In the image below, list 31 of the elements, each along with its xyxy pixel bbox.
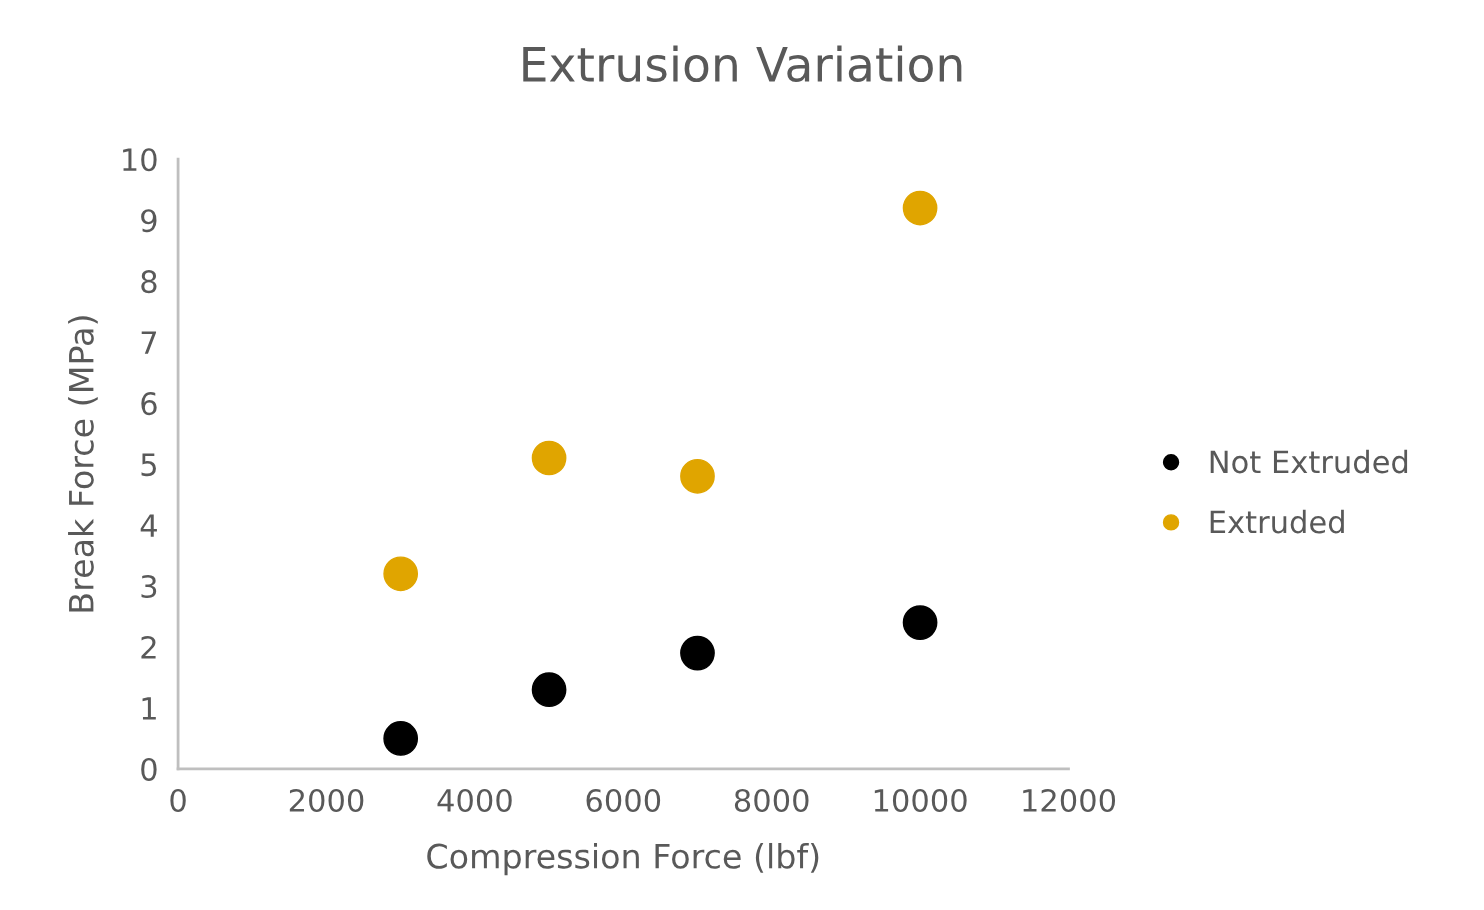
legend-label: Extruded — [1210, 509, 1344, 534]
point — [531, 440, 567, 476]
y-tick-label: 5 — [141, 453, 156, 477]
y-tick-label: 6 — [141, 392, 157, 416]
x-tick-label: 2000 — [289, 788, 364, 813]
y-tick-label: 3 — [141, 574, 157, 599]
y-tick-label: 1 — [142, 697, 156, 720]
point — [383, 721, 419, 756]
x-tick-label: 10000 — [874, 788, 967, 813]
point — [902, 605, 938, 640]
point — [680, 635, 715, 671]
point — [531, 672, 567, 708]
x-tick-label: 6000 — [586, 788, 661, 813]
point — [680, 458, 715, 494]
x-tick-label: 4000 — [437, 788, 512, 813]
point — [383, 556, 419, 592]
x-tick-label: 8000 — [734, 788, 809, 813]
point — [902, 190, 938, 226]
x-tick-label: 0 — [170, 788, 186, 813]
y-tick-label: 10 — [123, 148, 157, 172]
chart-title: Extrusion Variation — [523, 45, 962, 83]
y-tick-label: 0 — [141, 757, 157, 781]
legend-label: Not Extruded — [1210, 449, 1408, 474]
x-tick-label: 12000 — [1023, 788, 1116, 813]
y-tick-label: 2 — [141, 635, 156, 659]
y-tick-label: 4 — [140, 514, 157, 537]
y-axis-title: Break Force (MPa) — [68, 316, 98, 612]
y-tick-label: 8 — [141, 270, 157, 294]
y-tick-label: 9 — [141, 209, 157, 233]
y-tick-label: 7 — [141, 331, 157, 354]
x-axis-title: Compression Force (lbf) — [427, 842, 819, 876]
